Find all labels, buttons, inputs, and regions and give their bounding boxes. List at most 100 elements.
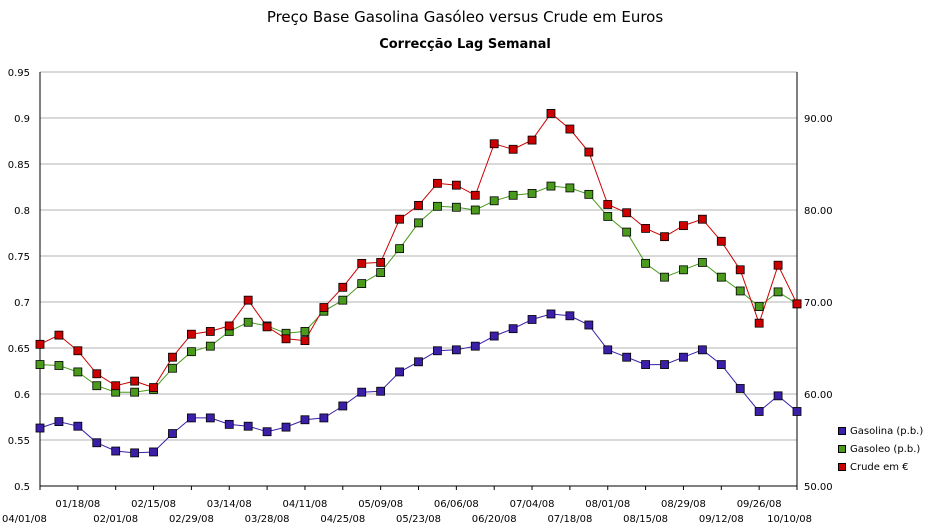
data-point-1 (54, 361, 64, 370)
x-tick-label: 07/18/08 (547, 514, 592, 525)
data-point-1 (35, 360, 45, 369)
data-point-2 (470, 190, 480, 200)
data-point-1 (565, 183, 575, 193)
x-tick-label: 10/10/08 (767, 514, 812, 525)
data-point-0 (508, 324, 518, 334)
y-tick-label: 0.65 (8, 344, 30, 355)
x-tick-label: 05/23/08 (396, 514, 441, 525)
data-point-2 (395, 214, 404, 224)
data-point-2 (754, 318, 764, 328)
y-tick-label: 0.6 (14, 390, 30, 401)
data-point-1 (660, 272, 669, 282)
data-point-2 (414, 200, 423, 210)
legend-item-crude: Crude em € (838, 458, 923, 476)
x-tick-label: 03/28/08 (245, 514, 290, 525)
data-point-2 (319, 303, 329, 312)
data-point-2 (433, 178, 442, 188)
data-point-2 (262, 322, 272, 332)
x-tick-label: 07/04/08 (510, 499, 555, 510)
data-point-0 (300, 415, 310, 425)
data-point-2 (338, 282, 348, 292)
data-point-2 (281, 334, 291, 344)
data-point-2 (224, 321, 234, 331)
data-point-2 (35, 339, 45, 349)
data-point-1 (300, 327, 310, 336)
x-tick-label: 09/12/08 (699, 514, 744, 525)
data-point-2 (243, 295, 253, 305)
data-point-1 (773, 287, 783, 297)
data-point-1 (641, 258, 650, 268)
data-point-1 (470, 205, 480, 215)
x-tick-label: 02/29/08 (169, 514, 214, 525)
data-point-1 (357, 279, 367, 289)
y-tick-label: 0.9 (14, 114, 30, 125)
data-point-2 (716, 236, 726, 246)
data-point-0 (735, 384, 745, 393)
x-tick-label: 08/29/08 (661, 499, 706, 510)
data-point-2 (111, 381, 121, 391)
data-point-2 (527, 135, 537, 145)
data-point-1 (451, 202, 461, 212)
data-point-1 (243, 317, 253, 327)
data-point-0 (489, 331, 499, 341)
data-point-2 (205, 327, 215, 336)
data-point-0 (451, 345, 461, 355)
y2-tick-label: 70.00 (804, 298, 833, 309)
x-tick-label: 09/26/08 (737, 499, 782, 510)
data-point-1 (546, 181, 556, 191)
data-point-1 (603, 212, 613, 221)
x-tick-label: 02/15/08 (131, 499, 176, 510)
data-point-2 (73, 346, 83, 356)
data-point-1 (697, 258, 707, 267)
data-point-2 (186, 329, 196, 339)
data-point-0 (111, 446, 121, 456)
data-point-0 (149, 447, 158, 457)
data-point-0 (168, 429, 177, 438)
x-tick-label: 05/09/08 (358, 499, 403, 510)
y-tick-label: 0.8 (14, 206, 30, 217)
data-point-0 (679, 352, 688, 362)
data-point-2 (451, 180, 461, 190)
data-point-0 (281, 422, 291, 432)
data-point-0 (584, 320, 594, 330)
data-point-0 (35, 423, 45, 433)
data-point-0 (414, 357, 423, 367)
y-tick-label: 0.95 (8, 68, 30, 79)
data-point-0 (660, 360, 669, 369)
data-point-2 (641, 223, 650, 233)
data-point-1 (338, 295, 348, 305)
data-point-0 (186, 413, 196, 423)
data-point-0 (338, 401, 348, 411)
data-point-0 (92, 438, 102, 448)
legend: Gasolina (p.b.) Gasoleo (p.b.) Crude em … (838, 422, 923, 476)
data-point-2 (54, 330, 64, 340)
data-point-1 (716, 272, 726, 282)
chart-title: Preço Base Gasolina Gasóleo versus Crude… (266, 8, 664, 26)
y-tick-label: 0.5 (14, 482, 30, 493)
tick-labels: 0.5 0.55 0.6 0.65 0.7 0.75 0.8 0.85 0.9 0.95 50.00… (2, 68, 833, 525)
data-point-0 (262, 427, 272, 437)
data-point-0 (395, 367, 404, 377)
data-point-0 (130, 448, 140, 458)
data-point-1 (433, 201, 442, 211)
data-point-1 (527, 189, 537, 198)
legend-swatch-gasolina (838, 427, 846, 435)
data-point-1 (584, 189, 594, 199)
data-point-1 (414, 218, 423, 228)
data-point-2 (603, 200, 613, 209)
data-point-0 (773, 391, 783, 401)
data-point-2 (584, 147, 594, 157)
data-point-1 (186, 347, 196, 357)
data-point-1 (735, 286, 745, 296)
y-tick-label: 0.55 (8, 436, 30, 447)
grid-lines (40, 71, 797, 487)
y2-tick-label: 80.00 (804, 206, 833, 217)
y-tick-label: 0.7 (14, 298, 30, 309)
legend-swatch-crude (838, 463, 846, 471)
data-point-2 (697, 214, 707, 224)
data-point-1 (489, 196, 499, 206)
data-point-2 (622, 208, 632, 218)
x-tick-label: 08/15/08 (623, 514, 668, 525)
series-markers (35, 109, 802, 458)
